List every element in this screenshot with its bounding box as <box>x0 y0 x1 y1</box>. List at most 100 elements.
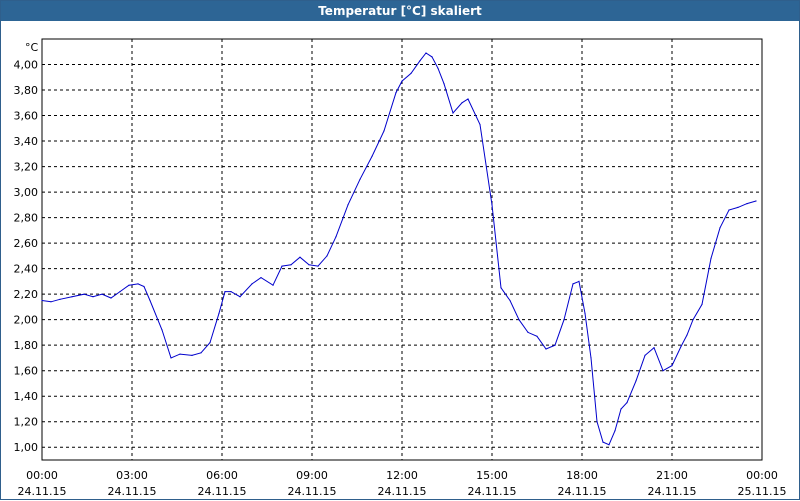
temperature-line <box>41 52 757 446</box>
y-tick-label: 2,80 <box>14 212 39 225</box>
y-tick-label: 1,20 <box>14 416 39 429</box>
data-point <box>179 353 181 355</box>
series-layer <box>41 52 757 446</box>
data-point <box>755 200 757 202</box>
x-tick-date: 24.11.15 <box>198 485 247 498</box>
data-point <box>383 130 385 132</box>
x-tick-date: 25.11.15 <box>738 485 787 498</box>
data-point <box>584 312 586 314</box>
data-point <box>518 319 520 321</box>
plot-frame <box>41 38 763 461</box>
data-point <box>281 265 283 267</box>
data-point <box>209 342 211 344</box>
data-point <box>491 204 493 206</box>
data-point <box>719 227 721 229</box>
data-point <box>431 56 433 58</box>
data-point <box>347 204 349 206</box>
data-point <box>692 319 694 321</box>
y-tick-label: 1,00 <box>14 441 39 454</box>
x-tick-date: 24.11.15 <box>468 485 517 498</box>
y-tick-label: 4,00 <box>14 59 39 72</box>
y-axis-labels: 1,00 1,20 1,40 1,60 1,80 2,00 2,20 2,40 2,60 2,80… <box>14 59 39 455</box>
data-point <box>200 352 202 354</box>
data-point <box>230 291 232 293</box>
data-point <box>509 299 511 302</box>
data-point <box>443 83 445 85</box>
data-point <box>671 365 673 367</box>
data-point <box>635 380 637 382</box>
data-point <box>218 312 220 314</box>
data-point <box>545 348 547 350</box>
x-tick-time: 00:00 <box>26 469 58 482</box>
x-tick-time: 18:00 <box>566 469 598 482</box>
y-tick-label: 1,80 <box>14 339 39 352</box>
x-tick-time: 03:00 <box>116 469 148 482</box>
data-point <box>737 206 739 208</box>
data-point <box>479 123 481 126</box>
data-point <box>143 285 145 288</box>
data-point <box>626 402 628 404</box>
data-point <box>578 280 580 282</box>
data-point <box>359 178 361 180</box>
data-point <box>260 277 262 279</box>
x-tick-time: 09:00 <box>296 469 328 482</box>
y-tick-label: 3,40 <box>14 135 39 148</box>
data-point <box>590 357 592 359</box>
data-point <box>119 291 121 293</box>
x-tick-time: 12:00 <box>386 469 418 482</box>
data-point <box>710 257 712 259</box>
data-point <box>170 357 172 359</box>
data-point <box>59 298 61 300</box>
y-tick-label: 3,60 <box>14 110 39 123</box>
y-tick-label: 2,20 <box>14 288 39 301</box>
x-tick-time: 06:00 <box>206 469 238 482</box>
data-point <box>290 264 292 266</box>
y-axis-unit: °C <box>25 41 39 54</box>
data-point <box>317 265 319 267</box>
data-point <box>620 408 622 410</box>
data-point <box>224 291 226 293</box>
data-point <box>644 354 646 356</box>
data-point <box>746 203 748 205</box>
data-point <box>101 293 103 295</box>
data-point <box>395 92 397 94</box>
y-tick-label: 2,00 <box>14 314 39 327</box>
data-point <box>527 331 529 333</box>
data-point <box>425 52 427 54</box>
data-point <box>92 296 94 298</box>
x-tick-date: 24.11.15 <box>378 485 427 498</box>
data-point <box>452 112 454 114</box>
grid <box>42 39 762 460</box>
data-point <box>239 296 241 298</box>
data-point <box>128 284 130 286</box>
data-point <box>461 102 463 104</box>
data-point <box>71 296 73 298</box>
data-point <box>662 370 664 372</box>
data-point <box>437 67 439 69</box>
data-point <box>410 72 412 74</box>
data-point <box>686 334 688 336</box>
data-point <box>602 441 604 443</box>
data-point <box>326 255 328 257</box>
data-point <box>149 299 151 302</box>
data-point <box>608 444 610 446</box>
data-point <box>191 354 193 356</box>
y-tick-label: 2,60 <box>14 237 39 250</box>
y-tick-label: 3,00 <box>14 186 39 199</box>
y-tick-label: 3,80 <box>14 84 39 97</box>
data-point <box>137 283 139 285</box>
data-point <box>83 293 85 295</box>
x-tick-date: 24.11.15 <box>558 485 607 498</box>
data-point <box>680 345 682 348</box>
x-tick-date: 24.11.15 <box>108 485 157 498</box>
x-tick-time: 15:00 <box>476 469 508 482</box>
data-point <box>536 335 538 337</box>
y-tick-label: 1,40 <box>14 390 39 403</box>
data-point <box>563 319 565 321</box>
data-point <box>554 344 556 346</box>
data-point <box>614 430 616 432</box>
data-point <box>308 264 310 266</box>
data-point <box>701 303 703 305</box>
